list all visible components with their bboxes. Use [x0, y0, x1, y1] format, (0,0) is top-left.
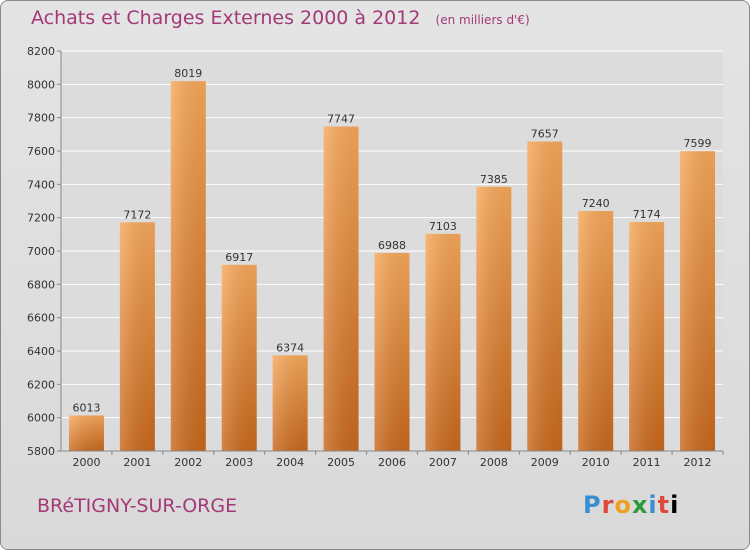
bar-value-label: 6374	[276, 341, 304, 354]
y-tick-label: 6600	[27, 312, 55, 325]
y-axis: 5800 6000 6200 6400 6600 6800 7000 7200 7400 7600…	[27, 45, 62, 458]
y-tick-label: 7000	[27, 245, 55, 258]
bar-shade	[272, 355, 308, 451]
x-tick-label: 2004	[276, 456, 304, 469]
bar-value-label: 7599	[684, 137, 712, 150]
proxiti-logo: Proxiti	[583, 491, 679, 519]
bar-value-label: 7657	[531, 128, 559, 141]
chart-title: Achats et Charges Externes 2000 à 2012 (…	[31, 7, 530, 29]
bar-shade	[170, 81, 206, 452]
bar-shade	[578, 211, 614, 451]
y-tick-label: 7600	[27, 145, 55, 158]
y-tick-label: 8200	[27, 45, 55, 58]
bar-shade	[119, 222, 155, 451]
x-tick-label: 2009	[531, 456, 559, 469]
logo-letter: t	[657, 491, 671, 519]
y-tick-label: 6000	[27, 412, 55, 425]
chart-title-text: Achats et Charges Externes 2000 à 2012	[31, 7, 421, 29]
bar-value-label: 8019	[174, 67, 202, 80]
logo-letter: o	[614, 491, 632, 519]
bar-shade	[527, 141, 563, 451]
bar-value-label: 6917	[225, 251, 253, 264]
logo-letter: x	[631, 491, 649, 519]
data-labels: 6013 7172 8019 6917 6374 7747 6988 7103 7385 7657…	[72, 67, 711, 414]
x-tick-label: 2010	[582, 456, 610, 469]
y-tick-label: 5800	[27, 445, 55, 458]
bar-value-label: 7385	[480, 173, 508, 186]
bar-value-label: 7747	[327, 113, 355, 126]
bar-shade	[221, 264, 257, 451]
logo-letter: r	[601, 491, 615, 519]
bar-value-label: 7172	[123, 208, 151, 221]
x-tick-label: 2001	[123, 456, 151, 469]
bar-shade	[374, 253, 410, 451]
x-tick-label: 2011	[633, 456, 661, 469]
bar-shade	[425, 233, 461, 451]
logo-letter: i	[648, 491, 658, 519]
y-tick-label: 7800	[27, 112, 55, 125]
x-tick-label: 2006	[378, 456, 406, 469]
chart-unit: (en milliers d'€)	[435, 13, 530, 27]
x-tick-label: 2008	[480, 456, 508, 469]
y-tick-label: 6400	[27, 345, 55, 358]
bar-shade	[68, 415, 104, 451]
y-tick-label: 8000	[27, 78, 55, 91]
x-tick-label: 2005	[327, 456, 355, 469]
x-tick-label: 2000	[72, 456, 100, 469]
bar-value-label: 6988	[378, 239, 406, 252]
x-tick-label: 2003	[225, 456, 253, 469]
bar-shade	[680, 151, 716, 451]
bar-shade	[476, 186, 512, 452]
bar-value-label: 7103	[429, 220, 457, 233]
x-axis: 2000 2001 2002 2003 2004 2005 2006 2007 2008 2009…	[61, 450, 724, 469]
y-tick-label: 6200	[27, 378, 55, 391]
bars	[68, 81, 716, 452]
bar-value-label: 6013	[72, 402, 100, 415]
bar-value-label: 7240	[582, 197, 610, 210]
x-tick-label: 2012	[684, 456, 712, 469]
city-name: BRéTIGNY-SUR-ORGE	[37, 495, 238, 517]
logo-letter: P	[583, 491, 602, 519]
y-tick-label: 7400	[27, 178, 55, 191]
bar-shade	[629, 222, 665, 451]
logo-letter: i	[670, 491, 680, 519]
x-tick-label: 2007	[429, 456, 457, 469]
x-tick-label: 2002	[174, 456, 202, 469]
y-tick-label: 6800	[27, 278, 55, 291]
bar-shade	[323, 126, 359, 451]
y-tick-label: 7200	[27, 212, 55, 225]
bar-value-label: 7174	[633, 208, 661, 221]
